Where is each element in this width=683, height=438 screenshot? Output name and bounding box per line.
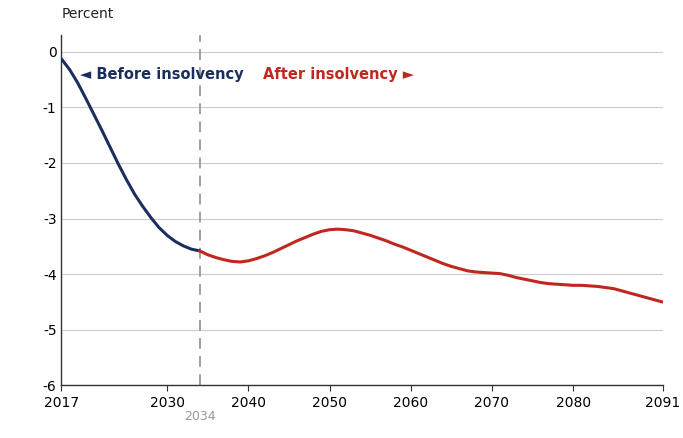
Text: Percent: Percent	[61, 7, 114, 21]
Text: ◄ Before insolvency: ◄ Before insolvency	[79, 67, 243, 81]
Text: 2034: 2034	[184, 410, 215, 424]
Text: After insolvency ►: After insolvency ►	[263, 67, 414, 81]
